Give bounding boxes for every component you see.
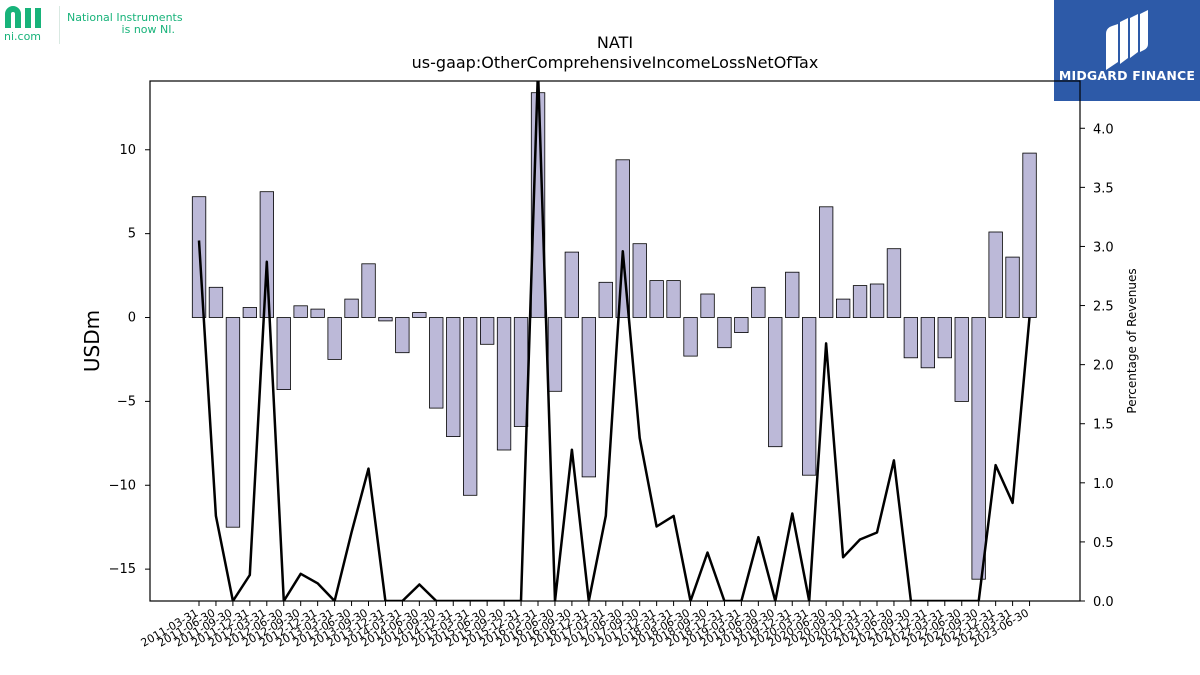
y2-tick-label: 4.0	[1093, 122, 1114, 137]
midgard-finance-logo[interactable]: MIDGARD FINANCE	[1054, 0, 1200, 101]
bar-2019-12-31	[785, 271, 800, 318]
bar-2012-03-31	[259, 191, 275, 318]
bar-2013-06-30	[344, 298, 359, 319]
midgard-logo-icon	[1106, 10, 1148, 70]
bar-2017-09-30	[632, 243, 647, 318]
bar-2019-06-30	[751, 286, 766, 318]
bar-2011-09-30	[225, 317, 241, 528]
bar-2016-09-30	[564, 251, 579, 318]
y-tick-label: −5	[117, 394, 136, 409]
bar-2022-06-30	[954, 317, 969, 402]
bar-2018-03-31	[666, 280, 681, 318]
bar-2019-03-31	[734, 317, 749, 334]
bar-2011-06-30	[208, 286, 224, 318]
bar-2014-06-30	[412, 312, 427, 318]
bar-2013-12-31	[378, 317, 393, 322]
bar-2022-03-31	[937, 317, 952, 359]
ni-logo-mark	[5, 6, 41, 28]
y-axis-right: 0.0 0.5 1.0 1.5 2.0 2.5 3.0 3.5 4.0	[1080, 122, 1114, 610]
y-tick-label: −10	[109, 478, 136, 493]
bar-2022-09-30	[971, 317, 986, 580]
ni-domain: ni.com	[4, 30, 42, 43]
y-tick-label: −15	[109, 562, 136, 577]
y2-tick-label: 2.5	[1093, 300, 1114, 315]
bar-2015-12-31	[513, 317, 529, 427]
bar-2015-06-30	[479, 317, 495, 345]
y-axis-left: −15 −10 −5 0 5 10	[109, 143, 150, 577]
bar-2018-06-30	[683, 317, 698, 357]
ni-logo[interactable]: ni.com National Instruments is now NI.	[4, 4, 194, 46]
bar-2018-12-31	[717, 317, 732, 349]
bar-2013-03-31	[327, 317, 342, 360]
bar-2011-12-31	[242, 307, 258, 319]
bar-2021-06-30	[886, 248, 902, 318]
y-axis-label: USDm	[80, 310, 104, 372]
ni-divider	[59, 6, 60, 44]
y2-tick-label: 1.0	[1093, 477, 1114, 492]
bar-2017-12-31	[649, 280, 664, 318]
bar-2019-09-30	[768, 317, 783, 448]
bar-2022-12-31	[988, 231, 1003, 318]
percentage-line	[197, 81, 1031, 601]
ni-tagline-line-2: is now NI.	[121, 23, 175, 36]
bar-2014-03-31	[395, 317, 410, 354]
chart-subtitle: us-gaap:OtherComprehensiveIncomeLossNetO…	[412, 53, 819, 72]
bar-2014-09-30	[429, 317, 444, 409]
bar-2021-03-31	[869, 283, 885, 318]
y2-tick-label: 1.5	[1093, 418, 1114, 433]
bar-2012-09-30	[293, 305, 308, 318]
bar-2018-09-30	[700, 293, 715, 318]
bar-2023-06-30	[1022, 152, 1037, 318]
bar-2016-06-30	[547, 317, 563, 392]
bar-2021-09-30	[903, 317, 918, 359]
bar-2014-12-31	[446, 317, 461, 437]
midgard-name: MIDGARD FINANCE	[1058, 68, 1196, 83]
bar-2020-03-31	[802, 317, 817, 476]
bar-2015-03-31	[462, 317, 478, 496]
y2-tick-label: 0.0	[1093, 595, 1114, 610]
bar-2017-03-31	[598, 281, 613, 318]
plot-frame	[149, 80, 1081, 602]
bar-2012-12-31	[310, 308, 325, 318]
x-axis: 2011-03-312011-06-302011-09-302011-12-31…	[139, 601, 1031, 650]
bar-2020-12-31	[852, 285, 868, 318]
y2-axis-label: Percentage of Revenues	[1125, 268, 1139, 413]
y2-tick-label: 3.5	[1093, 181, 1114, 196]
bar-2013-09-30	[361, 263, 376, 318]
y2-tick-label: 0.5	[1093, 536, 1114, 551]
bar-2016-12-31	[581, 317, 596, 478]
chart-title: NATI	[597, 33, 633, 52]
bar-2012-06-30	[276, 317, 291, 390]
y-tick-label: 10	[119, 143, 136, 158]
bar-2023-03-31	[1005, 256, 1020, 318]
y2-tick-label: 3.0	[1093, 240, 1114, 255]
bars-layer	[191, 92, 1037, 580]
bar-2020-06-30	[819, 206, 834, 318]
bar-2015-09-30	[496, 317, 512, 451]
bar-2020-09-30	[836, 298, 851, 319]
y-tick-label: 5	[128, 227, 136, 242]
y2-tick-label: 2.0	[1093, 359, 1114, 374]
ni-tagline-line-1: National Instruments	[67, 11, 183, 24]
y-tick-label: 0	[128, 311, 136, 326]
bar-2021-12-31	[920, 317, 935, 369]
